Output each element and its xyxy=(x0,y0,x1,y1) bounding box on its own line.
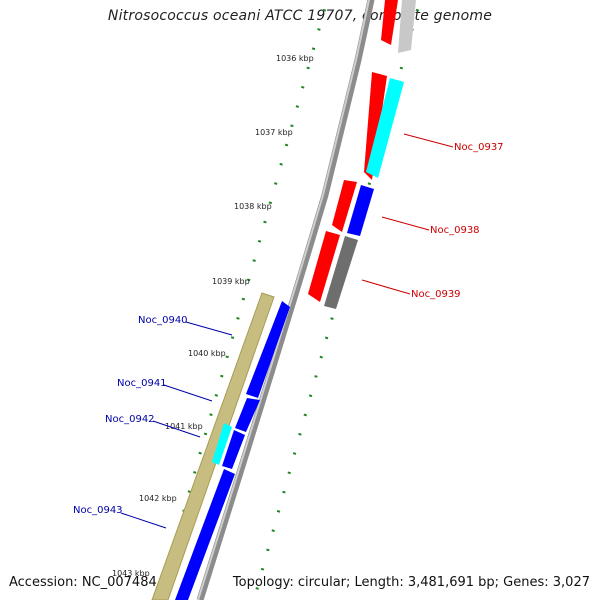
scale-label: 1043 kbp xyxy=(112,569,150,578)
rna-feature[interactable] xyxy=(366,78,404,178)
label-leader xyxy=(163,384,213,402)
gene-label-noc-0940[interactable]: Noc_0940 xyxy=(138,315,188,326)
reverse-labels: Noc_0940 Noc_0941 Noc_0942 Noc_0943 xyxy=(73,315,233,529)
label-leader xyxy=(152,420,201,438)
scale-label: 1040 kbp xyxy=(188,349,226,358)
scale-label: 1036 kbp xyxy=(276,54,314,63)
gray-feature[interactable] xyxy=(324,236,358,309)
gene-label-noc-0939[interactable]: Noc_0939 xyxy=(411,289,461,300)
scale-label: 1038 kbp xyxy=(234,202,272,211)
label-leader xyxy=(120,512,167,529)
reverse-strand-features xyxy=(151,292,290,600)
gene-feature[interactable] xyxy=(246,301,290,398)
forward-strand-features xyxy=(308,0,416,309)
label-leader xyxy=(381,216,430,231)
outer-feature-bar[interactable] xyxy=(151,292,275,600)
label-leader xyxy=(185,321,233,336)
genome-summary-text: Topology: circular; Length: 3,481,691 bp… xyxy=(232,575,590,590)
gene-feature[interactable] xyxy=(364,72,387,180)
gray-feature[interactable] xyxy=(398,0,416,53)
genome-backbone xyxy=(196,0,375,600)
scale-label: 1039 kbp xyxy=(212,277,250,286)
scale-label: 1042 kbp xyxy=(139,494,177,503)
rna-feature[interactable] xyxy=(212,423,232,465)
label-leader xyxy=(361,279,411,295)
gene-label-noc-0943[interactable]: Noc_0943 xyxy=(73,505,123,516)
gene-label-noc-0937[interactable]: Noc_0937 xyxy=(454,142,504,153)
forward-labels: Noc_0937 Noc_0938 Noc_0939 xyxy=(361,133,504,300)
gene-feature[interactable] xyxy=(308,231,340,302)
gene-feature[interactable] xyxy=(347,185,374,236)
gene-label-noc-0938[interactable]: Noc_0938 xyxy=(430,225,480,236)
gene-feature[interactable] xyxy=(381,0,398,45)
accession-text: Accession: NC_007484 xyxy=(9,575,157,590)
gene-feature[interactable] xyxy=(222,430,245,469)
gene-feature[interactable] xyxy=(332,180,357,232)
scale-labels: 1036 kbp 1037 kbp 1038 kbp 1039 kbp 1040… xyxy=(112,54,314,578)
gene-label-noc-0941[interactable]: Noc_0941 xyxy=(117,378,167,389)
gene-feature[interactable] xyxy=(235,398,260,432)
gene-label-noc-0942[interactable]: Noc_0942 xyxy=(105,414,155,425)
genome-backbone-highlight xyxy=(197,0,370,600)
scale-label: 1037 kbp xyxy=(255,128,293,137)
scale-label: 1041 kbp xyxy=(165,422,203,431)
gene-feature[interactable] xyxy=(175,469,235,600)
label-leader xyxy=(403,133,454,148)
